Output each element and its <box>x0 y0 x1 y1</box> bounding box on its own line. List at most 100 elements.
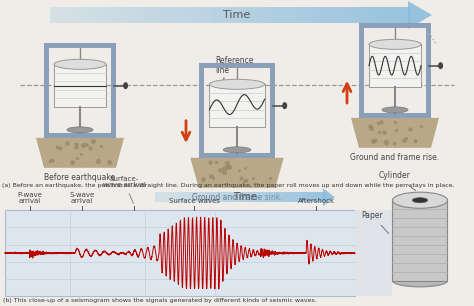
Text: Ground and frame rise.: Ground and frame rise. <box>350 153 439 162</box>
Bar <box>359 23 364 118</box>
Polygon shape <box>239 7 248 23</box>
Polygon shape <box>190 158 284 188</box>
Bar <box>44 133 116 138</box>
Polygon shape <box>401 7 410 23</box>
Bar <box>359 113 431 118</box>
Polygon shape <box>158 7 167 23</box>
Polygon shape <box>228 192 234 202</box>
Polygon shape <box>240 192 246 202</box>
Polygon shape <box>314 192 319 202</box>
Polygon shape <box>203 7 212 23</box>
Polygon shape <box>248 7 257 23</box>
Bar <box>270 63 275 158</box>
Polygon shape <box>68 7 77 23</box>
Bar <box>44 43 49 138</box>
Polygon shape <box>178 192 183 202</box>
Polygon shape <box>194 7 203 23</box>
Polygon shape <box>329 7 338 23</box>
Polygon shape <box>201 192 206 202</box>
Text: Ground and frame sink.: Ground and frame sink. <box>191 193 283 202</box>
Polygon shape <box>284 7 293 23</box>
Bar <box>199 63 275 68</box>
Ellipse shape <box>210 79 264 89</box>
Text: Aftershock: Aftershock <box>298 198 335 204</box>
Polygon shape <box>319 192 325 202</box>
Text: Surface waves: Surface waves <box>169 198 219 204</box>
Ellipse shape <box>392 192 447 208</box>
Text: Time: Time <box>233 192 257 202</box>
Bar <box>111 43 116 138</box>
Text: Reference
line: Reference line <box>216 56 254 75</box>
Polygon shape <box>189 192 195 202</box>
Polygon shape <box>263 192 268 202</box>
Ellipse shape <box>123 82 128 89</box>
Polygon shape <box>172 192 178 202</box>
Polygon shape <box>155 192 161 202</box>
Polygon shape <box>383 7 392 23</box>
Bar <box>355 210 392 296</box>
Polygon shape <box>149 7 158 23</box>
Polygon shape <box>161 192 166 202</box>
Text: Time: Time <box>223 10 251 20</box>
Bar <box>369 44 421 87</box>
Polygon shape <box>223 192 228 202</box>
Polygon shape <box>320 7 329 23</box>
Ellipse shape <box>67 127 93 133</box>
Polygon shape <box>291 192 297 202</box>
Text: (b) This close-up of a seismogram shows the signals generated by different kinds: (b) This close-up of a seismogram shows … <box>3 298 317 303</box>
Polygon shape <box>365 7 374 23</box>
Text: Before earthquake: Before earthquake <box>45 173 116 182</box>
Bar <box>426 23 431 118</box>
Polygon shape <box>285 192 291 202</box>
Text: Cylinder: Cylinder <box>379 171 416 191</box>
Polygon shape <box>176 7 185 23</box>
Polygon shape <box>113 7 122 23</box>
Polygon shape <box>323 188 335 206</box>
Polygon shape <box>131 7 140 23</box>
Polygon shape <box>183 192 189 202</box>
Bar <box>199 63 204 158</box>
Polygon shape <box>221 7 230 23</box>
Ellipse shape <box>223 147 251 153</box>
Polygon shape <box>122 7 131 23</box>
Bar <box>44 43 116 48</box>
Ellipse shape <box>412 198 428 203</box>
Polygon shape <box>218 192 223 202</box>
Polygon shape <box>338 7 347 23</box>
Polygon shape <box>77 7 86 23</box>
Polygon shape <box>212 192 218 202</box>
Text: Surface-
wave arrival: Surface- wave arrival <box>103 176 146 204</box>
Polygon shape <box>86 7 95 23</box>
Polygon shape <box>356 7 365 23</box>
Polygon shape <box>275 7 284 23</box>
Text: Paper: Paper <box>362 211 389 233</box>
Polygon shape <box>257 192 263 202</box>
Polygon shape <box>257 7 266 23</box>
Polygon shape <box>246 192 251 202</box>
Polygon shape <box>293 7 302 23</box>
Polygon shape <box>308 192 314 202</box>
Ellipse shape <box>54 59 106 69</box>
Polygon shape <box>251 192 257 202</box>
Polygon shape <box>347 7 356 23</box>
Polygon shape <box>311 7 320 23</box>
Polygon shape <box>59 7 68 23</box>
Polygon shape <box>274 192 280 202</box>
Polygon shape <box>374 7 383 23</box>
Text: P-wave
arrival: P-wave arrival <box>17 192 42 204</box>
Bar <box>359 23 431 28</box>
Text: (a) Before an earthquake, the pen traces a straight line. During an earthquake, : (a) Before an earthquake, the pen traces… <box>2 183 455 188</box>
Polygon shape <box>95 7 104 23</box>
Bar <box>199 153 275 158</box>
Polygon shape <box>351 118 439 148</box>
Polygon shape <box>140 7 149 23</box>
Ellipse shape <box>382 107 408 113</box>
Ellipse shape <box>438 62 443 69</box>
Polygon shape <box>167 7 176 23</box>
Polygon shape <box>302 192 308 202</box>
Polygon shape <box>408 1 432 29</box>
Ellipse shape <box>392 275 447 287</box>
Bar <box>392 200 447 281</box>
Polygon shape <box>185 7 194 23</box>
Ellipse shape <box>369 39 421 49</box>
